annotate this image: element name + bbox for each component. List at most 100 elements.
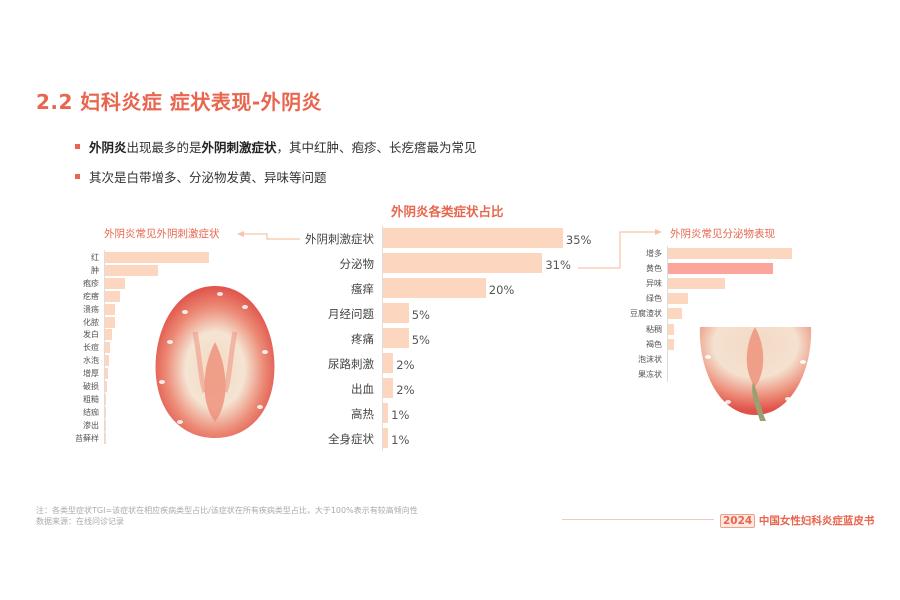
bullet-marker xyxy=(75,144,80,149)
left-bar-chart: 红肿疱疹 疙瘩 溃疡 化脓 发白 长痘 水泡 增厚 破损 粗糙 结痂 渗出 苔藓样 xyxy=(40,248,220,448)
bar-label: 月经问题 xyxy=(328,307,374,321)
brand-year: 2024 xyxy=(720,514,756,528)
data-label: 20% xyxy=(488,283,515,297)
footer-divider xyxy=(562,519,714,520)
bar-label: 外阴刺激症状 xyxy=(305,232,374,246)
axis-line xyxy=(382,226,383,451)
bullet-2: 其次是白带增多、分泌物发黄、异味等问题 xyxy=(75,167,327,186)
brand-title: 2024 中国女性妇科炎症蓝皮书 xyxy=(720,513,874,528)
bullet-text: 其次是白带增多、分泌物发黄、异味等问题 xyxy=(89,170,327,185)
bar-label: 苔藓样 xyxy=(75,433,99,443)
bar-label: 瘙痒 xyxy=(351,282,374,296)
bar-label: 异味 xyxy=(646,279,662,289)
bar xyxy=(105,406,107,418)
connector-lines xyxy=(237,229,662,269)
bar xyxy=(105,393,107,405)
bullet-bold: 外阴刺激症状 xyxy=(201,140,277,155)
data-label: 31% xyxy=(545,258,571,272)
data-label: 5% xyxy=(411,308,430,322)
bar xyxy=(105,419,106,431)
bar-label: 黄色 xyxy=(646,264,662,274)
bar xyxy=(383,353,394,373)
bar-label: 绿色 xyxy=(646,294,662,304)
bar-label: 分泌物 xyxy=(339,257,375,271)
bar xyxy=(105,368,109,380)
bar xyxy=(668,338,675,350)
bullet-text: 出现最多的是 xyxy=(126,140,202,155)
bar xyxy=(105,290,120,302)
bar-label: 出血 xyxy=(351,382,374,396)
bar xyxy=(105,355,110,367)
left-chart-title: 外阴炎常见外阴刺激症状 xyxy=(104,228,220,240)
bullet-bold: 外阴炎 xyxy=(89,140,127,155)
bar-label: 褐色 xyxy=(646,339,662,349)
data-label: 35% xyxy=(565,233,592,247)
bar-label: 结痂 xyxy=(83,407,99,417)
bar-label: 疙瘩 xyxy=(83,291,99,301)
bar-label: 豆腐渣状 xyxy=(630,309,662,319)
main-bar-chart: 外阴刺激症状 35% 分泌物 31% 瘙痒 20% 月经问题 5% 疼痛 5% 尿路刺激 2% 出血 2%… xyxy=(290,222,610,457)
bar xyxy=(668,293,688,305)
bar xyxy=(668,308,682,320)
axis-line xyxy=(667,246,668,382)
bar xyxy=(383,378,394,398)
bullet-marker xyxy=(75,174,80,179)
bar xyxy=(668,278,726,290)
bar xyxy=(105,316,116,328)
bar-label: 长痘 xyxy=(83,343,99,353)
data-label: 2% xyxy=(396,383,415,397)
data-label: 2% xyxy=(396,358,415,372)
bar-label: 泡沫状 xyxy=(638,354,662,364)
bar-label: 粘稠 xyxy=(646,324,662,334)
strawberry-illustration-right xyxy=(699,327,812,421)
axis-line xyxy=(104,250,105,444)
bar xyxy=(105,264,159,276)
bar xyxy=(668,263,774,275)
bullet-text: ，其中红肿、疱疹、长疙瘩最为常见 xyxy=(276,140,477,155)
bar-label: 破损 xyxy=(83,382,99,391)
bar xyxy=(383,403,389,423)
bar xyxy=(105,252,209,263)
bar-label: 水泡 xyxy=(83,356,99,366)
bar-label: 化脓 xyxy=(83,317,99,327)
bar-label: 尿路刺激 xyxy=(328,357,374,371)
bar-label: 疼痛 xyxy=(351,332,374,346)
bar-label: 全身症状 xyxy=(328,432,374,446)
bar-label: 肿 xyxy=(91,265,99,275)
bar xyxy=(383,428,389,448)
bar-label: 果冻状 xyxy=(638,369,662,379)
strawberry-illustration-left xyxy=(155,286,275,438)
data-label: 5% xyxy=(411,333,430,347)
bar-label: 增多 xyxy=(646,249,662,258)
bar-label: 发白 xyxy=(83,330,99,340)
bar-label: 疱疹 xyxy=(83,278,99,288)
arrow-right-icon xyxy=(655,229,662,235)
page-title: 2.2 妇科炎症 症状表现-外阴炎 xyxy=(36,90,323,114)
bar xyxy=(383,228,563,248)
bar-label: 红 xyxy=(91,253,99,262)
bar xyxy=(105,303,116,315)
bar xyxy=(383,328,409,348)
connector-left xyxy=(244,233,300,240)
data-source: 数据来源：在线问诊记录 xyxy=(36,517,124,526)
connector-right xyxy=(578,231,656,269)
bar xyxy=(668,323,675,335)
bar xyxy=(105,432,106,444)
bar-label: 粗糙 xyxy=(83,394,99,404)
data-label: 1% xyxy=(391,433,410,447)
footnote: 注：各类型症状TGI=该症状在相应疾病类型占比/该症状在所有疾病类型占比，大于1… xyxy=(36,506,418,515)
bar-label: 溃疡 xyxy=(83,304,99,314)
bar xyxy=(105,381,108,392)
right-chart-title: 外阴炎常见分泌物表现 xyxy=(670,228,775,240)
bar xyxy=(668,248,792,259)
bar-label: 高热 xyxy=(351,407,374,421)
brand-text: 中国女性妇科炎症蓝皮书 xyxy=(758,515,875,527)
arrow-left-icon xyxy=(237,231,244,237)
data-label: 1% xyxy=(391,408,410,422)
bar xyxy=(105,277,125,289)
bar xyxy=(383,278,486,298)
bar-label: 渗出 xyxy=(83,420,99,430)
bullet-1: 外阴炎出现最多的是外阴刺激症状，其中红肿、疱疹、长疙瘩最为常见 xyxy=(75,137,477,156)
right-bar-chart: 增多黄色异味绿色豆腐渣状粘稠褐色泡沫状果冻状 xyxy=(600,244,800,384)
bar xyxy=(105,342,111,354)
